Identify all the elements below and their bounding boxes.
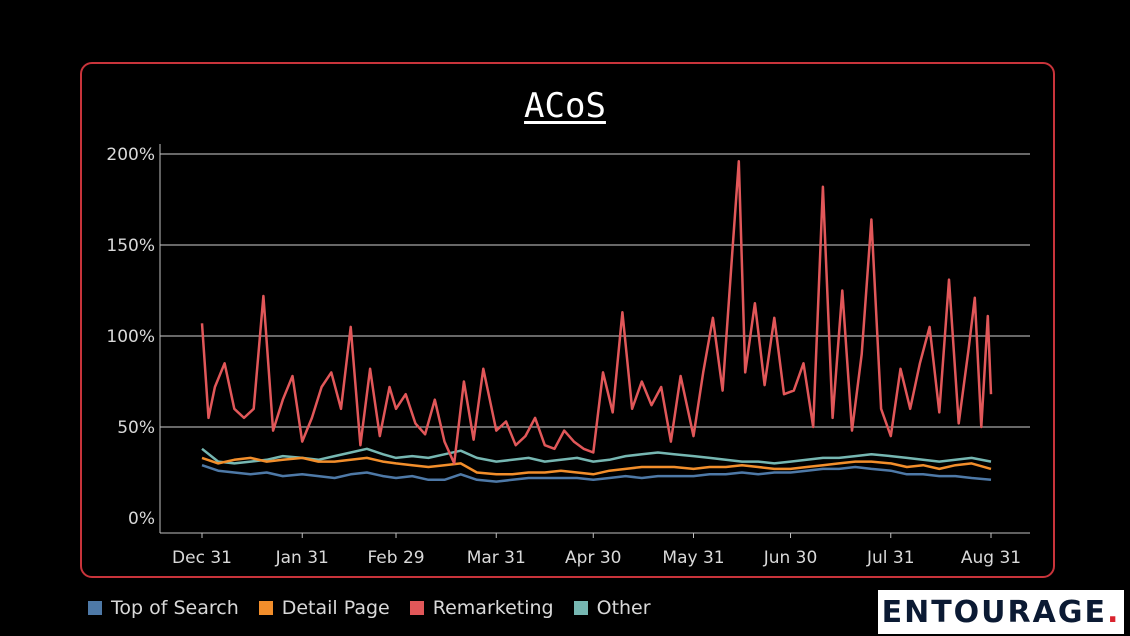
legend-swatch — [258, 601, 273, 615]
chart-frame — [80, 62, 1055, 578]
x-tick-label: Jul 31 — [866, 548, 915, 568]
x-tick-label: May 31 — [662, 548, 724, 568]
y-tick-label: 100% — [106, 327, 155, 347]
brand-logo-text: ENTOURAGE — [881, 594, 1107, 630]
grid-layer — [160, 153, 1030, 428]
legend: Top of Search Detail Page Remarketing Other — [88, 596, 671, 620]
x-tick-label: Apr 30 — [565, 548, 621, 568]
series-line-detail-page — [201, 456, 992, 476]
legend-swatch — [88, 601, 102, 615]
legend-item-detail-page: Detail Page — [258, 597, 390, 619]
legend-swatch — [573, 601, 588, 615]
legend-swatch — [409, 601, 424, 615]
y-tick-label: 200% — [106, 145, 155, 165]
x-tick-label: Feb 29 — [367, 548, 424, 568]
x-tick-label: Aug 31 — [961, 548, 1021, 568]
brand-logo-dot: . — [1106, 594, 1121, 630]
brand-logo: ENTOURAGE. — [878, 590, 1124, 634]
legend-label: Remarketing — [432, 597, 554, 619]
series-layer — [200, 160, 993, 483]
legend-label: Detail Page — [281, 597, 390, 619]
series-line-remarketing — [200, 160, 993, 465]
axis-layer: 0% 50% 100% 150% 200% Dec 31 Jan 31 Feb 29 Mar 3… — [106, 144, 1030, 568]
x-tick-label: Jan 31 — [275, 548, 329, 568]
y-tick-label: 150% — [106, 236, 155, 256]
x-tick-label: Dec 31 — [172, 548, 232, 568]
legend-label: Top of Search — [111, 597, 239, 619]
legend-item-other: Other — [573, 597, 651, 619]
x-tick-label: Jun 30 — [763, 548, 818, 568]
legend-label: Other — [596, 597, 651, 619]
chart-title: ACoS — [524, 86, 606, 126]
legend-item-top-of-search: Top of Search — [88, 597, 239, 619]
y-tick-label: 0% — [128, 509, 155, 529]
series-line-other — [201, 447, 992, 465]
series-line-top-of-search — [201, 464, 992, 483]
legend-item-remarketing: Remarketing — [409, 597, 554, 619]
y-tick-label: 50% — [117, 418, 155, 438]
x-tick-label: Mar 31 — [467, 548, 526, 568]
